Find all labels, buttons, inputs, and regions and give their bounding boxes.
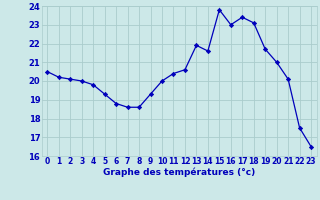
X-axis label: Graphe des températures (°c): Graphe des températures (°c) bbox=[103, 168, 255, 177]
